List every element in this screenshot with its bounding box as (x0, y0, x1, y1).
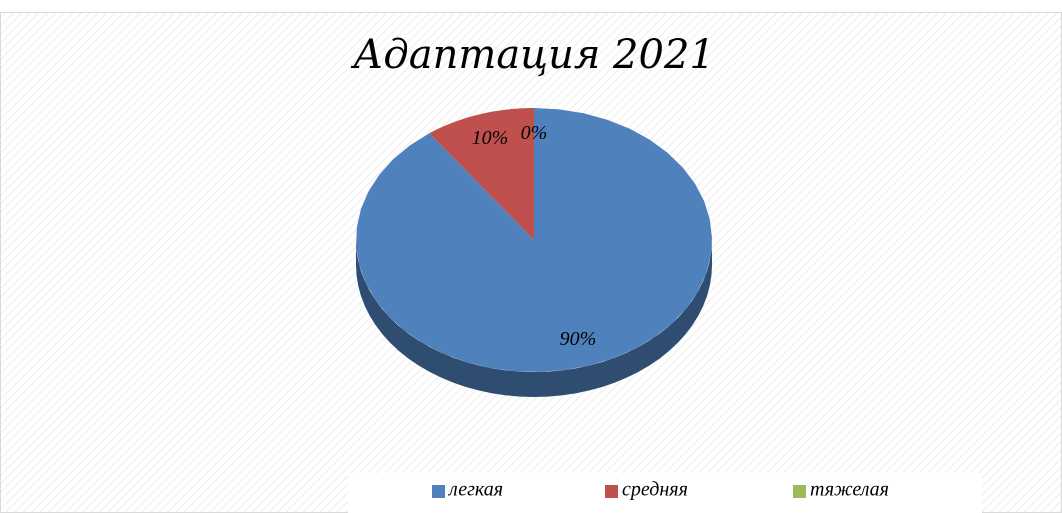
legend-swatch (432, 485, 445, 498)
legend-label: легкая (448, 479, 503, 501)
legend-label: средняя (622, 479, 688, 501)
pie-slice-side (356, 240, 712, 397)
legend-swatch (793, 485, 806, 498)
data-label: 10% (472, 127, 509, 149)
pie-slice (356, 108, 712, 372)
legend-label: тяжелая (810, 479, 889, 501)
data-label: 0% (521, 122, 548, 144)
pie-slice (429, 108, 534, 240)
legend-box (348, 473, 982, 513)
legend: легкая средняя тяжелая (432, 479, 889, 501)
data-label: 90% (560, 328, 597, 350)
chart-title: Адаптация 2021 (350, 32, 715, 78)
legend-swatch (605, 485, 618, 498)
pie: 90% 10% 0% (356, 108, 712, 397)
